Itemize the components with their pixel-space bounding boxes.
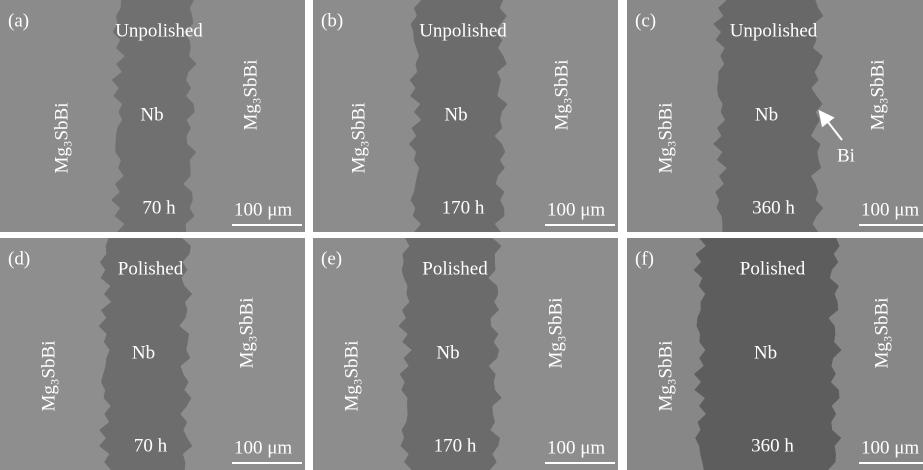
nb-label: Nb — [140, 104, 163, 125]
micrograph-panel: (e) Polished Nb Mg₃SbBi Mg₃SbBi 170 h 100 μm — [313, 238, 618, 470]
left-material-label: Mg₃SbBi — [341, 340, 362, 411]
time-label: 170 h — [434, 435, 477, 456]
micrograph-panel: (b) Unpolished Nb Mg₃SbBi Mg₃SbBi 170 h 100 μm — [313, 0, 618, 232]
time-label: 70 h — [134, 435, 168, 456]
right-material-label: Mg₃SbBi — [236, 297, 257, 368]
nb-label: Nb — [132, 342, 155, 363]
micrograph-panel: (d) Polished Nb Mg₃SbBi Mg₃SbBi 70 h 100 μm — [0, 238, 305, 470]
right-material-label: Mg₃SbBi — [240, 59, 261, 130]
time-label: 360 h — [751, 435, 794, 456]
micrograph-panel: (f) Polished Nb Mg₃SbBi Mg₃SbBi 360 h 100 μm — [627, 238, 923, 470]
nb-label: Nb — [444, 104, 467, 125]
condition-label: Polished — [740, 258, 806, 279]
nb-label: Nb — [755, 104, 778, 125]
condition-label: Unpolished — [115, 20, 203, 41]
scale-label: 100 μm — [234, 437, 292, 458]
left-material-label: Mg₃SbBi — [51, 102, 72, 173]
panel-label: (e) — [321, 248, 342, 269]
scale-label: 100 μm — [861, 199, 919, 220]
micrograph-panel: (a) Unpolished Nb Mg₃SbBi Mg₃SbBi 70 h 100 μm — [0, 0, 305, 232]
left-material-label: Mg₃SbBi — [38, 340, 59, 411]
left-material-label: Mg₃SbBi — [655, 340, 676, 411]
time-label: 360 h — [752, 197, 795, 218]
left-material-label: Mg₃SbBi — [348, 102, 369, 173]
annotation-label: Bi — [837, 145, 855, 166]
panel-label: (a) — [8, 10, 29, 31]
time-label: 70 h — [142, 197, 176, 218]
condition-label: Polished — [118, 258, 184, 279]
condition-label: Polished — [422, 258, 488, 279]
nb-label: Nb — [754, 342, 777, 363]
panel-label: (f) — [635, 248, 654, 269]
scale-label: 100 μm — [547, 437, 605, 458]
condition-label: Unpolished — [419, 20, 507, 41]
right-material-label: Mg₃SbBi — [871, 297, 892, 368]
panel-label: (b) — [321, 10, 343, 31]
panel-label: (d) — [8, 248, 30, 269]
panel-label: (c) — [635, 10, 656, 31]
right-material-label: Mg₃SbBi — [545, 297, 566, 368]
right-material-label: Mg₃SbBi — [551, 59, 572, 130]
right-material-label: Mg₃SbBi — [867, 59, 888, 130]
nb-label: Nb — [436, 342, 459, 363]
scale-label: 100 μm — [547, 199, 605, 220]
time-label: 170 h — [442, 197, 485, 218]
left-material-label: Mg₃SbBi — [655, 102, 676, 173]
figure: (a)UnpolishedNbMg₃SbBiMg₃SbBi70 h100 μm(… — [0, 0, 923, 470]
micrograph-panel: (c) Unpolished Nb Mg₃SbBi Mg₃SbBi 360 h 100 μm… — [627, 0, 923, 232]
condition-label: Unpolished — [730, 20, 818, 41]
scale-label: 100 μm — [861, 437, 919, 458]
scale-label: 100 μm — [234, 199, 292, 220]
